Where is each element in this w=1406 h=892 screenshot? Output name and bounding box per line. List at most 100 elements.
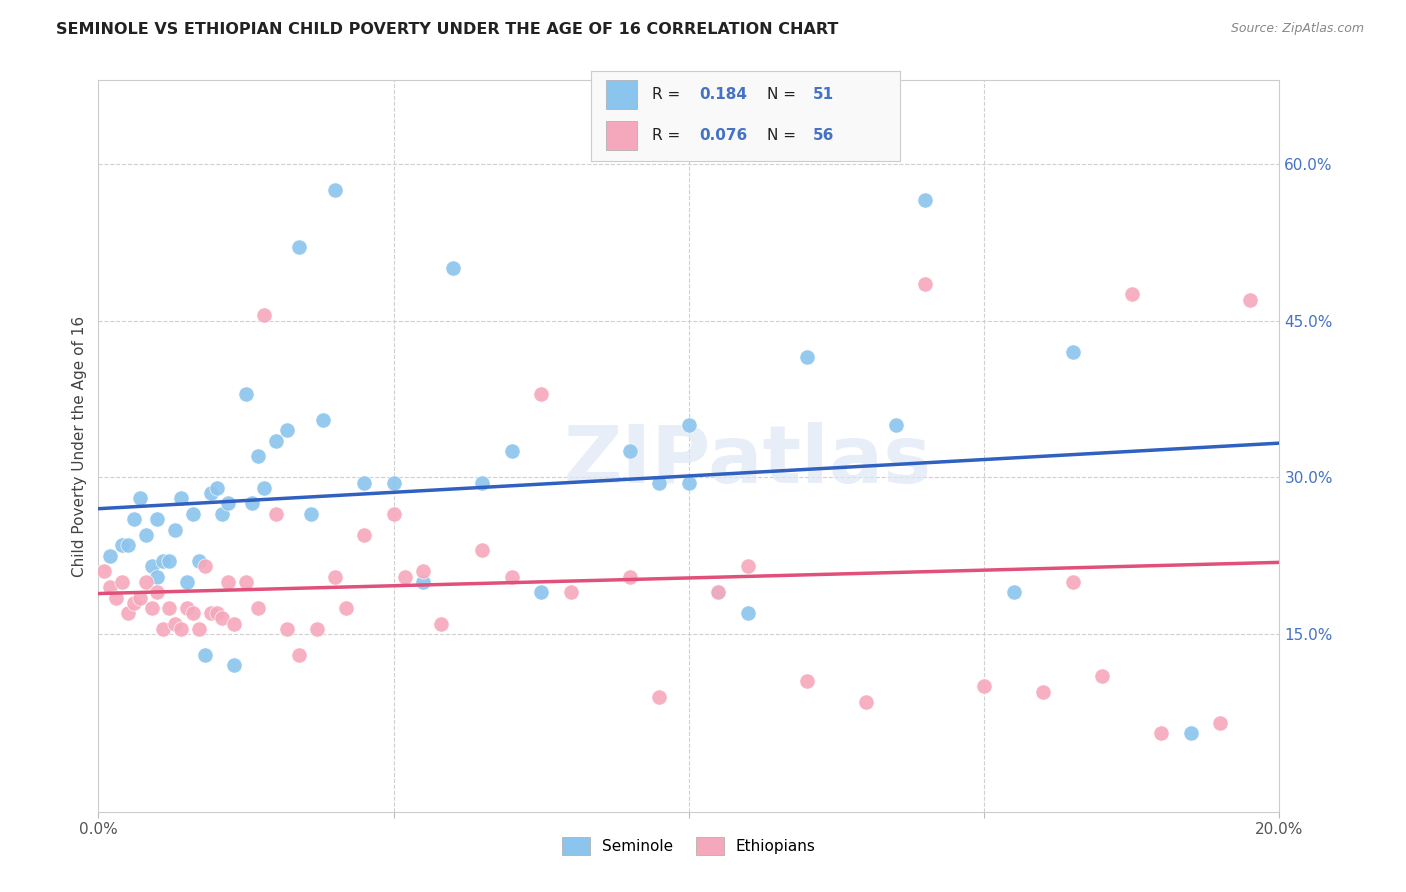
- FancyBboxPatch shape: [606, 80, 637, 109]
- Point: [312, 413, 335, 427]
- Point: [1209, 715, 1232, 730]
- Point: [707, 585, 730, 599]
- Point: [176, 574, 198, 589]
- Point: [235, 574, 257, 589]
- Point: [165, 616, 187, 631]
- Point: [796, 674, 818, 689]
- Point: [884, 418, 907, 433]
- Point: [187, 554, 209, 568]
- Point: [382, 475, 405, 490]
- Point: [135, 528, 157, 542]
- Point: [471, 475, 494, 490]
- Point: [1002, 585, 1025, 599]
- Point: [678, 418, 700, 433]
- Point: [176, 601, 198, 615]
- Point: [152, 622, 174, 636]
- Point: [194, 648, 217, 662]
- Point: [122, 512, 145, 526]
- Point: [305, 622, 328, 636]
- Point: [111, 538, 134, 552]
- Point: [141, 559, 163, 574]
- Point: [1062, 345, 1084, 359]
- Point: [288, 240, 311, 254]
- Point: [1121, 287, 1143, 301]
- Point: [619, 569, 641, 583]
- Point: [707, 585, 730, 599]
- Point: [323, 569, 346, 583]
- Y-axis label: Child Poverty Under the Age of 16: Child Poverty Under the Age of 16: [72, 316, 87, 576]
- Point: [264, 507, 287, 521]
- Point: [1062, 574, 1084, 589]
- Point: [678, 475, 700, 490]
- Text: 56: 56: [813, 128, 835, 143]
- Point: [914, 277, 936, 291]
- Legend: Seminole, Ethiopians: Seminole, Ethiopians: [562, 837, 815, 855]
- Point: [855, 695, 877, 709]
- Text: R =: R =: [652, 87, 686, 102]
- Point: [246, 601, 269, 615]
- Point: [264, 434, 287, 448]
- Point: [93, 565, 115, 579]
- Text: ZIPatlas: ZIPatlas: [564, 422, 932, 500]
- Point: [117, 606, 139, 620]
- Text: 0.184: 0.184: [699, 87, 747, 102]
- Point: [181, 507, 204, 521]
- Point: [441, 261, 464, 276]
- Point: [217, 574, 239, 589]
- Point: [648, 690, 671, 704]
- Point: [914, 194, 936, 208]
- Point: [276, 622, 298, 636]
- Point: [111, 574, 134, 589]
- Point: [135, 574, 157, 589]
- Point: [235, 386, 257, 401]
- Point: [619, 444, 641, 458]
- Point: [146, 512, 169, 526]
- Point: [181, 606, 204, 620]
- Point: [323, 183, 346, 197]
- Text: R =: R =: [652, 128, 686, 143]
- Point: [194, 559, 217, 574]
- Point: [146, 569, 169, 583]
- Point: [353, 528, 375, 542]
- Point: [224, 658, 246, 673]
- Point: [152, 554, 174, 568]
- Point: [1239, 293, 1261, 307]
- Point: [165, 523, 187, 537]
- Point: [501, 569, 523, 583]
- Point: [1032, 684, 1054, 698]
- Point: [98, 549, 121, 563]
- Point: [217, 496, 239, 510]
- Point: [530, 386, 553, 401]
- Point: [211, 507, 233, 521]
- Point: [246, 450, 269, 464]
- Point: [394, 569, 416, 583]
- Point: [98, 580, 121, 594]
- Point: [200, 606, 222, 620]
- Point: [412, 574, 434, 589]
- Point: [187, 622, 209, 636]
- Point: [224, 616, 246, 631]
- Point: [648, 475, 671, 490]
- Point: [560, 585, 582, 599]
- Point: [128, 491, 150, 506]
- Point: [240, 496, 263, 510]
- Point: [335, 601, 357, 615]
- Point: [141, 601, 163, 615]
- Point: [1180, 726, 1202, 740]
- Point: [170, 622, 193, 636]
- FancyBboxPatch shape: [606, 121, 637, 150]
- Point: [1091, 669, 1114, 683]
- Text: N =: N =: [766, 87, 800, 102]
- Point: [117, 538, 139, 552]
- Point: [128, 591, 150, 605]
- Text: SEMINOLE VS ETHIOPIAN CHILD POVERTY UNDER THE AGE OF 16 CORRELATION CHART: SEMINOLE VS ETHIOPIAN CHILD POVERTY UNDE…: [56, 22, 838, 37]
- Point: [382, 507, 405, 521]
- Point: [530, 585, 553, 599]
- Point: [253, 481, 276, 495]
- Point: [430, 616, 453, 631]
- Point: [501, 444, 523, 458]
- Point: [412, 565, 434, 579]
- Point: [122, 596, 145, 610]
- Text: 0.076: 0.076: [699, 128, 747, 143]
- Point: [353, 475, 375, 490]
